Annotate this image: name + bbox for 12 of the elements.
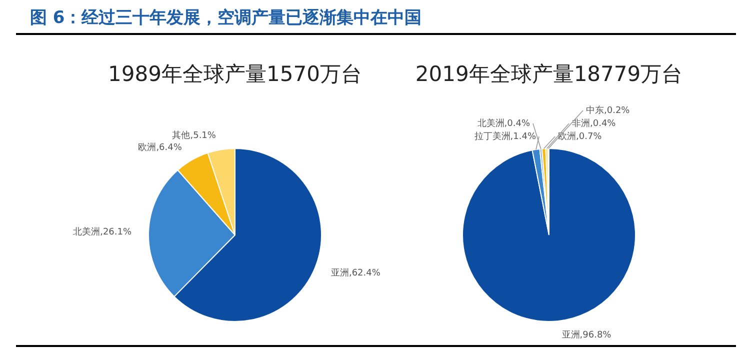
slice-label: 其他,5.1%: [172, 130, 216, 142]
slice-label: 欧洲,6.4%: [138, 142, 182, 154]
caption: 图 6：经过三十年发展，空调产量已逐渐集中在中国: [30, 7, 422, 29]
chart-title: 1989年全球产量1570万台: [108, 62, 362, 86]
slice-label: 亚洲,62.4%: [330, 268, 381, 279]
slice-label: 北美洲,26.1%: [73, 226, 132, 238]
slice-label: 亚洲,96.8%: [562, 329, 612, 340]
chart-title: 2019年全球产量18779万台: [414, 61, 684, 88]
slice-label: 拉丁美洲,1.4%: [474, 130, 536, 142]
slice-label: 中东,0.2%: [586, 104, 630, 116]
slice-label: 北美洲,0.4%: [477, 118, 530, 129]
slice-label: 非洲,0.4%: [572, 118, 616, 129]
